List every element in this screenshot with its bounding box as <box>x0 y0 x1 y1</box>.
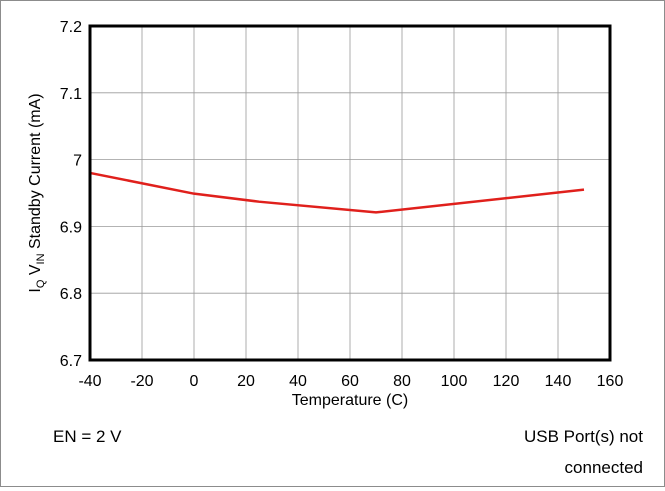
x-tick-label: 80 <box>393 373 411 390</box>
annotation-usb-line1: USB Port(s) not <box>523 427 643 446</box>
x-tick-label: 100 <box>441 373 468 390</box>
series-line <box>89 171 585 214</box>
y-tick-labels: 6.7 6.8 6.9 7 7.1 7.2 <box>60 19 82 370</box>
y-tick-label: 7.1 <box>60 86 82 103</box>
x-tick-label: -40 <box>78 373 101 390</box>
x-axis-label: Temperature (C) <box>292 392 408 409</box>
x-tick-label: -20 <box>130 373 153 390</box>
series-layer <box>89 171 585 214</box>
y-axis-label: IQ VIN Standby Current (mA) <box>27 93 47 292</box>
x-tick-label: 140 <box>545 373 572 390</box>
plot-border <box>88 24 612 362</box>
x-tick-label: 60 <box>341 373 359 390</box>
grid <box>90 26 610 360</box>
y-tick-label: 7.2 <box>60 19 82 36</box>
x-tick-label: 0 <box>190 373 199 390</box>
y-tick-label: 6.8 <box>60 286 82 303</box>
annotation-en: EN = 2 V <box>53 427 122 446</box>
x-tick-labels: -40 -20 0 20 40 60 80 100 120 140 160 <box>78 373 623 390</box>
annotation-usb-line2: connected <box>564 458 643 477</box>
x-tick-label: 40 <box>289 373 307 390</box>
y-tick-label: 7 <box>73 153 82 170</box>
x-tick-label: 20 <box>237 373 255 390</box>
y-tick-label: 6.9 <box>60 219 82 236</box>
x-tick-label: 120 <box>493 373 520 390</box>
x-tick-label: 160 <box>597 373 624 390</box>
y-tick-label: 6.7 <box>60 353 82 370</box>
